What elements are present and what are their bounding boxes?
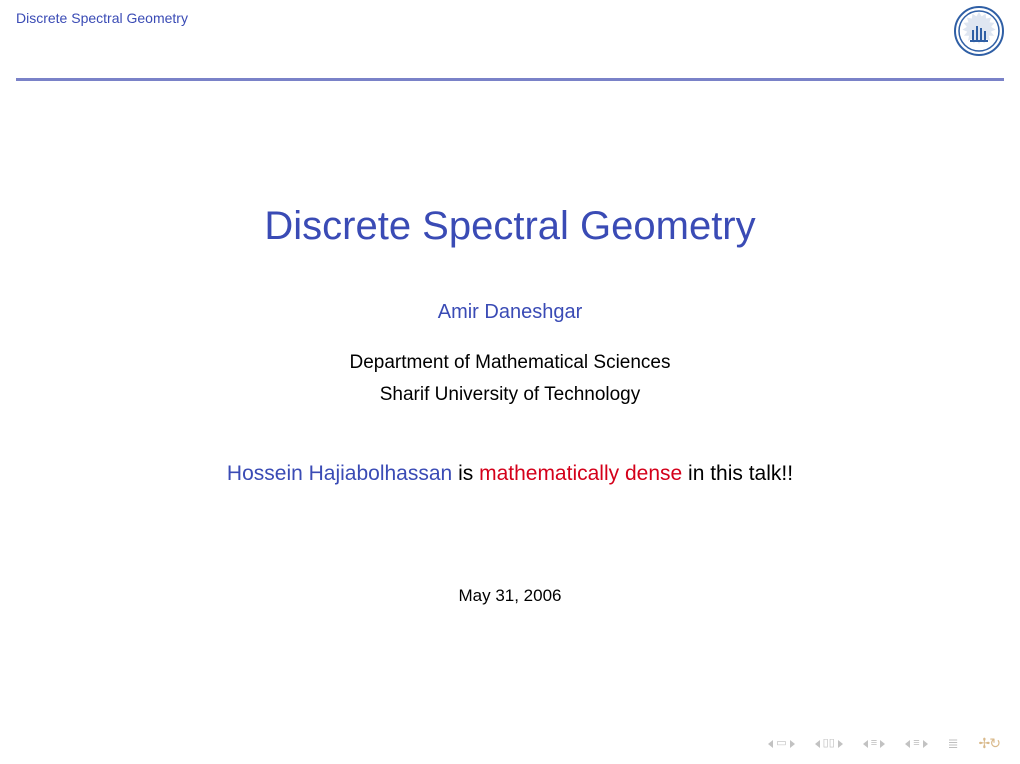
sharif-logo-icon <box>954 6 1004 56</box>
beamer-nav-footer: ▭ ▯▯ ≡ ≡ ≣ ✢↻ <box>768 735 1000 752</box>
chevron-right-icon <box>880 740 885 748</box>
nav-prev-item[interactable]: ≡ <box>863 738 885 749</box>
dedication-sentence: Hossein Hajiabolhassan is mathematically… <box>0 462 1020 486</box>
dedication-name: Hossein Hajiabolhassan <box>227 462 452 485</box>
slide-frame-icon: ▭ <box>776 738 786 749</box>
chevron-right-icon <box>790 740 795 748</box>
nav-first-slide[interactable]: ▭ <box>768 738 794 749</box>
slide-body: Discrete Spectral Geometry Amir Daneshga… <box>0 180 1020 606</box>
nav-next-item[interactable]: ≡ <box>905 738 927 749</box>
presentation-date: May 31, 2006 <box>0 586 1020 606</box>
university-logo <box>954 6 1004 56</box>
header-short-title: Discrete Spectral Geometry <box>16 10 188 26</box>
affiliation-university: Sharif University of Technology <box>0 384 1020 406</box>
chevron-left-icon <box>905 740 910 748</box>
presentation-title: Discrete Spectral Geometry <box>0 204 1020 249</box>
author-name: Amir Daneshgar <box>0 301 1020 324</box>
affiliation-department: Department of Mathematical Sciences <box>0 352 1020 374</box>
dedication-highlight: mathematically dense <box>479 462 682 485</box>
presentation-mode-icon[interactable]: ≣ <box>948 736 959 752</box>
slide: Discrete Spectral Geometry Discrete Spec… <box>0 0 1020 764</box>
chevron-left-icon <box>863 740 868 748</box>
chevron-right-icon <box>838 740 843 748</box>
chevron-left-icon <box>815 740 820 748</box>
dedication-text-2: in this talk!! <box>682 462 793 485</box>
chevron-left-icon <box>768 740 773 748</box>
list-lines-icon: ≡ <box>913 738 919 749</box>
dedication-text-1: is <box>452 462 479 485</box>
slide-stack-icon: ▯▯ <box>823 738 835 749</box>
undo-redo-icon[interactable]: ✢↻ <box>979 735 1000 752</box>
slide-header: Discrete Spectral Geometry <box>16 10 1004 60</box>
header-rule <box>16 78 1004 81</box>
nav-prev-slide[interactable]: ▯▯ <box>815 738 843 749</box>
chevron-right-icon <box>923 740 928 748</box>
list-lines-icon: ≡ <box>871 738 877 749</box>
